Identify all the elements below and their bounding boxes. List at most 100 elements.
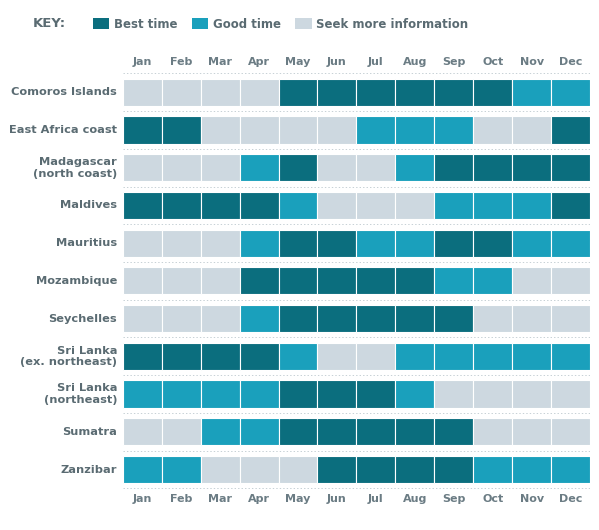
Bar [395,229,434,257]
Bar [279,154,317,181]
Bar [162,381,201,408]
Bar [279,305,317,332]
Bar [434,381,473,408]
Bar [356,117,395,144]
Bar [395,381,434,408]
Bar [279,343,317,370]
Bar [162,305,201,332]
Bar [434,418,473,445]
Bar [512,343,551,370]
Bar [279,381,317,408]
Bar [240,381,279,408]
Bar [395,154,434,181]
Bar [434,343,473,370]
Bar [201,381,240,408]
Bar [473,343,512,370]
Bar [512,418,551,445]
Bar [551,267,590,295]
Bar [356,192,395,219]
Bar [317,267,356,295]
Bar [434,79,473,106]
Bar [356,305,395,332]
Bar [201,456,240,483]
Bar [434,192,473,219]
Bar [356,229,395,257]
Bar [317,456,356,483]
Bar [512,305,551,332]
Bar [512,267,551,295]
Bar [240,79,279,106]
Bar [240,192,279,219]
Bar [123,229,162,257]
Bar [551,79,590,106]
Bar [356,343,395,370]
Bar [473,79,512,106]
Text: KEY:: KEY: [33,17,66,30]
Bar [123,305,162,332]
Bar [356,267,395,295]
Bar [356,456,395,483]
Bar [395,305,434,332]
Bar [434,456,473,483]
Bar [201,305,240,332]
Bar [317,418,356,445]
Bar [123,79,162,106]
Bar [551,305,590,332]
Bar [512,117,551,144]
Bar [162,79,201,106]
Bar [162,154,201,181]
Bar [123,192,162,219]
Bar [473,381,512,408]
Bar [162,418,201,445]
Bar [512,79,551,106]
Bar [162,229,201,257]
Bar [512,456,551,483]
Bar [201,154,240,181]
Bar [240,456,279,483]
Bar [279,229,317,257]
Bar [240,229,279,257]
Bar [395,456,434,483]
Bar [551,154,590,181]
Bar [551,343,590,370]
Bar [123,343,162,370]
Bar [123,418,162,445]
Bar [201,267,240,295]
Bar [473,418,512,445]
Bar [512,381,551,408]
Bar [123,267,162,295]
Bar [434,229,473,257]
Bar [201,418,240,445]
Bar [123,456,162,483]
Bar [395,343,434,370]
Bar [551,418,590,445]
Bar [356,418,395,445]
Bar [240,154,279,181]
Bar [551,229,590,257]
Bar [279,117,317,144]
Bar [317,154,356,181]
Bar [434,117,473,144]
Bar [317,79,356,106]
Bar [356,79,395,106]
Bar [201,79,240,106]
Bar [356,154,395,181]
Bar [512,154,551,181]
Bar [240,343,279,370]
Bar [395,79,434,106]
Bar [279,418,317,445]
Bar [395,192,434,219]
Bar [473,456,512,483]
Bar [473,117,512,144]
Bar [279,456,317,483]
Bar [317,192,356,219]
Bar [317,343,356,370]
Bar [162,117,201,144]
Bar [201,192,240,219]
Bar [240,305,279,332]
Bar [395,418,434,445]
Bar [240,267,279,295]
Bar [123,154,162,181]
Bar [317,229,356,257]
Bar [123,117,162,144]
